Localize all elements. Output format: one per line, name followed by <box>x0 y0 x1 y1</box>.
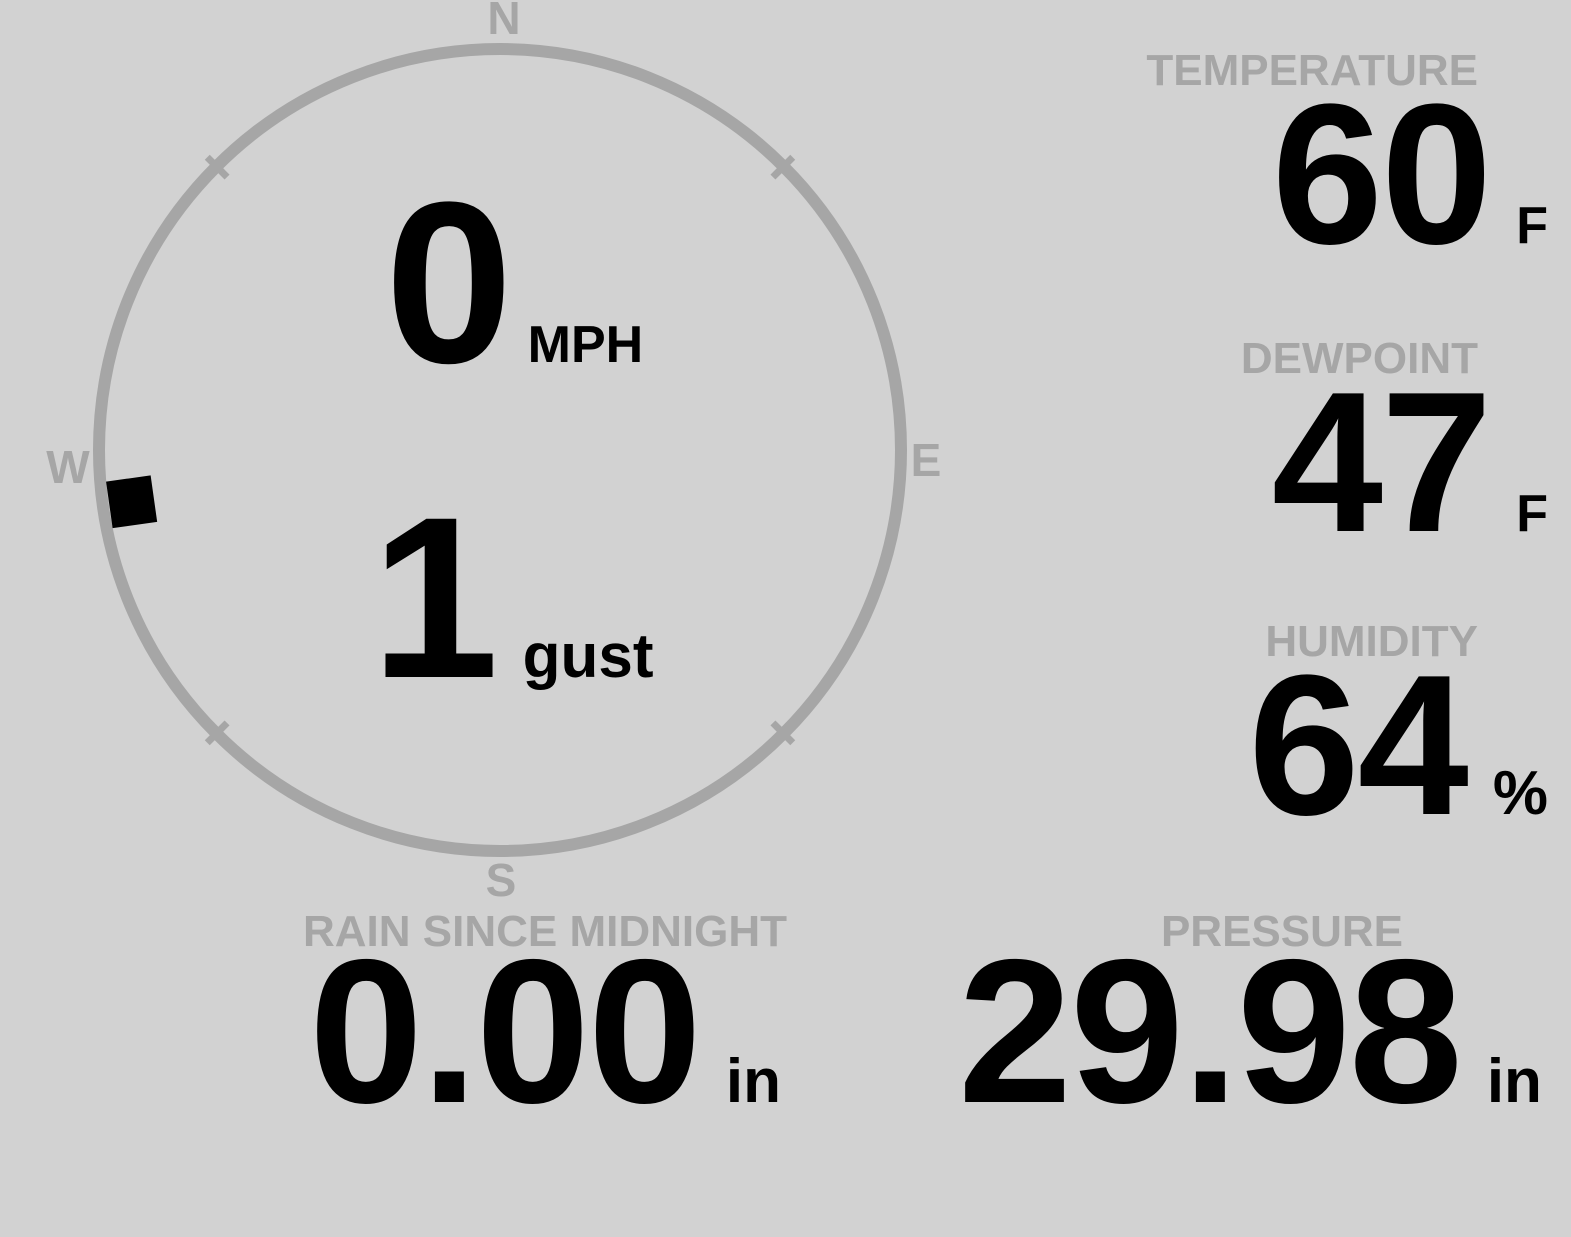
pressure-label: PRESSURE <box>1160 907 1404 956</box>
rain-readout: 0.00 in <box>309 929 781 1134</box>
pressure-readout: 29.98 in <box>958 929 1542 1134</box>
compass-ring <box>93 43 907 857</box>
pressure-unit: in <box>1486 1047 1542 1116</box>
wind-compass-dial <box>93 43 907 857</box>
temperature-label: TEMPERATURE <box>1146 46 1478 95</box>
temperature-value: 60 <box>1271 63 1492 286</box>
wind-direction-marker <box>106 475 158 529</box>
dewpoint-readout: 47 F <box>1272 363 1548 563</box>
metric-dewpoint: DEWPOINT 47 F <box>1241 337 1548 563</box>
compass-label-south: S <box>485 854 517 906</box>
temperature-readout: 60 F <box>1272 75 1548 275</box>
panel-pressure: PRESSURE 29.98 in <box>930 907 1570 1135</box>
wind-speed-readout: 0 MPH <box>385 168 643 398</box>
wind-gust-readout: 1 gust <box>371 483 654 713</box>
pressure-value: 29.98 <box>958 917 1463 1146</box>
compass-ticks <box>204 154 796 746</box>
rain-value: 0.00 <box>309 917 702 1146</box>
rain-unit: in <box>725 1047 781 1116</box>
panel-rain-since-midnight: RAIN SINCE MIDNIGHT 0.00 in <box>230 907 860 1135</box>
dewpoint-value: 47 <box>1271 351 1492 574</box>
rain-label: RAIN SINCE MIDNIGHT <box>303 907 787 956</box>
compass-tick-se <box>770 720 796 746</box>
humidity-unit: % <box>1492 759 1548 828</box>
wind-gust-unit: gust <box>522 622 654 691</box>
compass-tick-ne <box>770 154 796 180</box>
compass-tick-sw <box>204 720 230 746</box>
metric-humidity: HUMIDITY 64 % <box>1248 620 1548 846</box>
humidity-readout: 64 % <box>1248 646 1548 846</box>
dewpoint-label: DEWPOINT <box>1240 334 1478 383</box>
compass-label-east: E <box>910 434 942 486</box>
humidity-label: HUMIDITY <box>1265 617 1478 666</box>
compass-label-west: W <box>46 441 90 493</box>
wind-gust-value: 1 <box>371 469 499 726</box>
temperature-unit: F <box>1516 197 1548 255</box>
wind-speed-value: 0 <box>385 154 513 411</box>
compass-label-north: N <box>487 0 521 44</box>
dewpoint-unit: F <box>1516 485 1548 543</box>
metric-temperature: TEMPERATURE 60 F <box>1146 49 1548 275</box>
wind-speed-unit: MPH <box>527 316 644 374</box>
compass-tick-nw <box>204 154 230 180</box>
humidity-value: 64 <box>1248 634 1468 857</box>
